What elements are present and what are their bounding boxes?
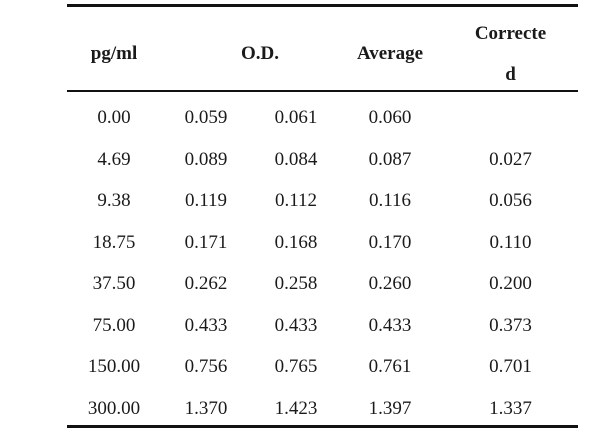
cell-pgml: 0.00 (97, 107, 131, 128)
cell-pgml: 150.00 (87, 356, 141, 377)
cell-pgml: 9.38 (97, 190, 131, 211)
cell-corrected: 0.056 (489, 190, 532, 211)
cell-average: 0.116 (368, 190, 412, 211)
cell-od1: 0.756 (184, 356, 228, 377)
header-od: O.D. (241, 43, 279, 64)
cell-od1: 0.262 (184, 273, 228, 294)
cell-od1: 1.370 (184, 398, 228, 419)
header-average: Average (356, 43, 424, 64)
cell-od1: 0.059 (184, 107, 228, 128)
table-row: 4.69 0.089 0.084 0.087 0.027 (67, 145, 578, 175)
table-row: 0.00 0.059 0.061 0.060 (67, 103, 578, 133)
cell-pgml: 75.00 (92, 315, 136, 336)
cell-pgml: 37.50 (92, 273, 136, 294)
cell-average: 0.433 (368, 315, 412, 336)
cell-od2: 0.168 (274, 232, 318, 253)
cell-od2: 0.084 (274, 149, 318, 170)
table-row: 150.00 0.756 0.765 0.761 0.701 (67, 352, 578, 382)
table-header-rule (67, 90, 578, 92)
table-row: 300.00 1.370 1.423 1.397 1.337 (67, 394, 578, 424)
cell-corrected: 0.110 (489, 232, 532, 253)
cell-average: 0.170 (368, 232, 412, 253)
table-bottom-rule (67, 425, 578, 428)
cell-average: 0.260 (368, 273, 412, 294)
cell-corrected: 1.337 (489, 398, 532, 419)
cell-pgml: 18.75 (92, 232, 136, 253)
table-top-rule (67, 4, 578, 7)
cell-average: 1.397 (368, 398, 412, 419)
cell-od1: 0.119 (184, 190, 228, 211)
cell-od1: 0.171 (184, 232, 228, 253)
table-row: 75.00 0.433 0.433 0.433 0.373 (67, 311, 578, 341)
header-pgml: pg/ml (90, 43, 138, 64)
data-table: pg/ml O.D. Average Correcte d 0.00 0.059… (67, 0, 578, 432)
table-row: 18.75 0.171 0.168 0.170 0.110 (67, 228, 578, 258)
table-row: 9.38 0.119 0.112 0.116 0.056 (67, 186, 578, 216)
cell-od2: 0.112 (274, 190, 318, 211)
cell-od1: 0.433 (184, 315, 228, 336)
cell-od1: 0.089 (184, 149, 228, 170)
cell-corrected: 0.373 (489, 315, 532, 336)
cell-average: 0.761 (368, 356, 412, 377)
cell-average: 0.060 (368, 107, 412, 128)
cell-od2: 0.258 (274, 273, 318, 294)
header-corrected-line2: d (505, 64, 516, 85)
cell-od2: 0.061 (274, 107, 318, 128)
cell-corrected: 0.701 (489, 356, 532, 377)
cell-pgml: 300.00 (87, 398, 141, 419)
cell-od2: 0.433 (274, 315, 318, 336)
header-corrected-line1: Correcte (474, 23, 547, 44)
cell-average: 0.087 (368, 149, 412, 170)
cell-corrected: 0.027 (489, 149, 532, 170)
cell-corrected: 0.200 (489, 273, 532, 294)
table-row: 37.50 0.262 0.258 0.260 0.200 (67, 269, 578, 299)
cell-od2: 0.765 (274, 356, 318, 377)
cell-pgml: 4.69 (97, 149, 131, 170)
cell-od2: 1.423 (274, 398, 318, 419)
